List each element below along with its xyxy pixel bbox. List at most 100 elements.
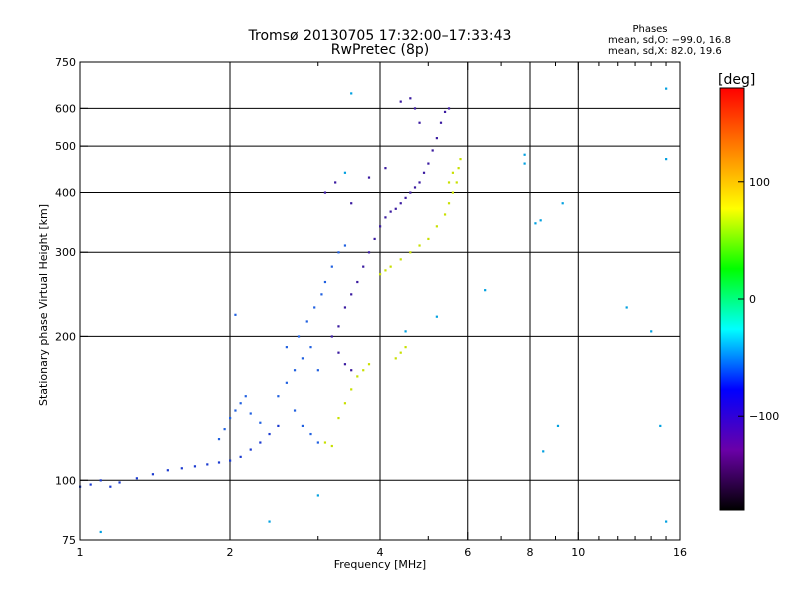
data-point <box>343 171 347 174</box>
data-point <box>427 237 430 241</box>
data-point <box>413 186 417 189</box>
data-point <box>427 162 430 165</box>
data-point <box>447 181 451 184</box>
x-tick-label: 8 <box>527 546 534 559</box>
data-point <box>350 293 353 296</box>
x-axis-label: Frequency [MHz] <box>334 558 426 571</box>
data-point <box>293 409 297 412</box>
data-point <box>556 424 560 428</box>
data-point <box>356 375 359 378</box>
data-point <box>418 121 421 124</box>
x-tick-label: 6 <box>464 546 471 559</box>
data-point <box>316 494 319 497</box>
data-point <box>379 273 382 276</box>
data-point <box>665 87 668 90</box>
data-point <box>313 306 316 309</box>
data-point <box>305 320 308 323</box>
data-point <box>431 149 434 152</box>
phases-title: Phases <box>632 24 667 35</box>
x-tick-label: 1 <box>77 546 84 559</box>
data-point <box>367 363 371 366</box>
colorbar-ticks: 100 0 −100 <box>738 176 779 423</box>
data-point <box>334 181 337 184</box>
colorbar-tick-label: −100 <box>749 410 779 423</box>
data-point <box>350 369 353 372</box>
data-point <box>309 432 312 436</box>
data-point <box>350 388 353 391</box>
data-point <box>404 196 407 199</box>
data-point <box>249 412 252 415</box>
data-point <box>337 351 340 354</box>
data-point <box>447 107 451 110</box>
data-point <box>367 251 371 254</box>
data-point <box>447 202 451 205</box>
grid-lines <box>80 62 680 540</box>
data-point <box>166 469 169 472</box>
data-point <box>249 448 252 451</box>
data-point <box>323 280 327 284</box>
data-point <box>373 237 376 241</box>
y-tick-label: 300 <box>55 246 76 259</box>
data-point <box>379 225 382 228</box>
data-point <box>409 251 412 254</box>
data-point <box>268 432 271 436</box>
y-axis-label: Stationary phase Virtual Height [km] <box>37 204 50 406</box>
data-point <box>389 265 392 268</box>
y-tick-label: 75 <box>62 534 76 547</box>
data-point <box>234 313 237 316</box>
y-tick-label: 600 <box>55 102 76 115</box>
data-point <box>439 121 443 124</box>
data-point <box>350 202 353 205</box>
data-point <box>399 351 402 354</box>
data-point <box>362 369 365 372</box>
data-point <box>301 424 305 428</box>
data-point <box>384 167 387 170</box>
data-point <box>539 219 542 222</box>
y-tick-label: 750 <box>55 56 76 69</box>
x-tick-label: 2 <box>227 546 234 559</box>
data-point <box>659 424 662 428</box>
data-point <box>217 437 221 441</box>
data-point <box>343 363 347 366</box>
data-point <box>330 335 333 338</box>
data-point <box>268 520 271 523</box>
data-point <box>455 181 458 184</box>
data-point <box>229 416 232 420</box>
colorbar-tick-label: 100 <box>749 176 770 189</box>
data-point <box>234 409 237 412</box>
data-point <box>650 330 653 333</box>
data-point <box>350 92 353 95</box>
y-tick-label: 100 <box>55 474 76 487</box>
data-point <box>118 481 121 484</box>
data-point <box>384 269 387 272</box>
y-tick-label: 500 <box>55 140 76 153</box>
data-point <box>625 306 628 309</box>
data-point <box>394 357 397 360</box>
data-point <box>239 402 242 405</box>
data-point <box>244 395 247 398</box>
data-point <box>109 485 112 488</box>
data-point <box>259 441 262 444</box>
data-point <box>399 202 402 205</box>
x-tick-label: 4 <box>377 546 384 559</box>
data-point <box>343 244 347 247</box>
data-point <box>418 244 421 247</box>
data-point <box>229 459 232 462</box>
data-point <box>323 191 327 194</box>
data-point <box>665 520 668 523</box>
data-point <box>343 402 347 405</box>
data-point <box>367 176 371 179</box>
data-point <box>443 110 447 114</box>
data-point <box>534 222 537 225</box>
x-axis-ticks: 1 2 4 6 8 10 16 <box>77 62 687 559</box>
data-point <box>239 455 242 458</box>
data-point <box>337 325 340 328</box>
data-point <box>484 289 487 292</box>
data-point <box>451 171 455 174</box>
data-point <box>99 479 102 482</box>
data-point <box>297 335 301 338</box>
data-point <box>422 171 426 174</box>
data-point <box>399 258 402 261</box>
data-point <box>404 346 407 349</box>
chart-subtitle: RwPretec (8p) <box>331 42 429 58</box>
